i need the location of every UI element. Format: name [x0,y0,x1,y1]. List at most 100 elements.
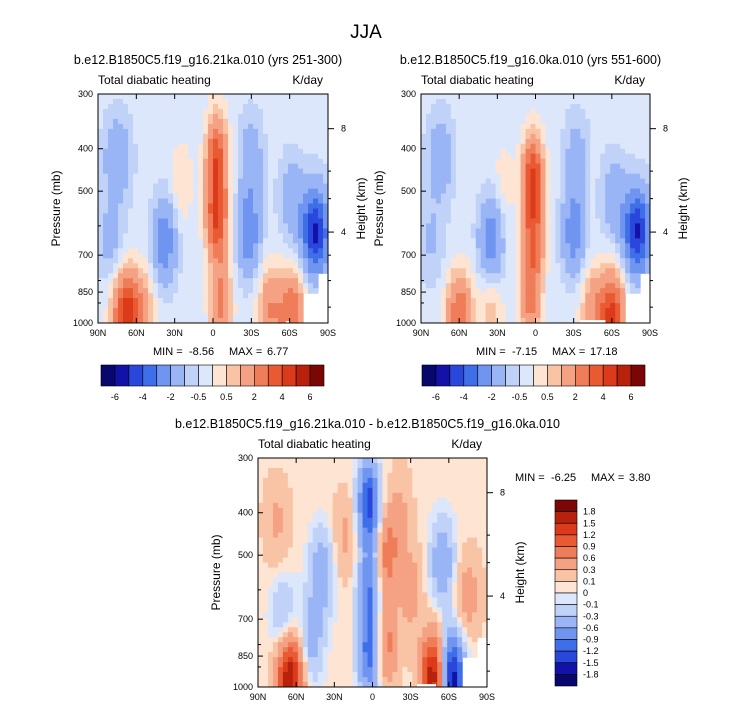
x-tick-label: 30N [489,328,506,338]
colorbar-label: 4 [280,392,285,402]
y-tick-label: 500 [238,550,253,560]
colorbar-swatch [114,364,130,387]
colorbar-vertical: 1.81.51.20.90.60.30.10-0.1-0.3-0.6-0.9-1… [554,499,599,687]
colorbar-label: 6 [308,392,313,402]
y-tick-label: 500 [78,186,93,196]
colorbar-horizontal: -6 -4 -2 -0.5 0.5 2 4 6 [421,364,646,402]
panel-subtitle-right: K/day [292,73,323,87]
x-tick-label: 60S [604,328,620,338]
y2-tick-label: 8 [500,488,505,498]
heatmap-field [258,458,487,687]
colorbar-swatch [575,364,590,387]
colorbar-swatch [554,639,578,652]
colorbar-label: 4 [601,392,606,402]
y-tick-label: 700 [78,250,93,260]
colorbar-swatch [554,581,578,594]
min-value: -7.15 [512,346,537,358]
colorbar-horizontal: -6 -4 -2 -0.5 0.5 2 4 6 [100,364,325,402]
colorbar-swatch [533,364,548,387]
x-tick-label: 60N [128,328,145,338]
colorbar-swatch [554,534,578,547]
colorbar-label: -2 [488,392,496,402]
colorbar-swatch [554,604,578,617]
panel-subtitle-left: Total diabatic heating [421,73,534,87]
y2-tick-label: 4 [663,227,668,237]
colorbar-label: 1.2 [583,530,596,540]
colorbar-swatch [198,364,213,387]
x-tick-label: 30S [566,328,582,338]
y2-axis-label: Height (km) [676,177,690,239]
colorbar-swatch [491,364,506,387]
colorbar-label: -1.8 [583,669,599,679]
colorbar-swatch [505,364,520,387]
heatmap-field [98,94,328,323]
y2-axis-label: Height (km) [354,177,368,239]
y-tick-label: 1000 [396,318,416,328]
colorbar-swatch [588,364,604,387]
colorbar-label: -0.3 [583,611,599,621]
colorbar-swatch [212,364,227,387]
y-tick-label: 850 [78,287,93,297]
y-axis-label: Pressure (mb) [49,170,63,246]
x-tick-label: 30S [403,692,419,702]
x-tick-label: 90N [413,328,430,338]
colorbar-label: -4 [139,392,147,402]
colorbar-label: 0.1 [583,576,596,586]
colorbar-label: -0.5 [512,392,528,402]
max-value: 3.80 [629,472,650,484]
x-tick-label: 90N [250,692,267,702]
colorbar-swatch [554,522,578,536]
y-tick-label: 500 [401,186,416,196]
y-tick-label: 300 [78,89,93,99]
y2-tick-label: 4 [500,591,505,601]
colorbar-swatch [254,364,269,387]
figure-title: JJA [350,22,382,43]
colorbar-swatch [100,364,116,387]
heatmap-field [421,94,650,323]
colorbar-swatch [128,364,144,387]
x-tick-label: 90S [320,328,336,338]
max-label: MAX = [591,472,624,484]
y-tick-label: 400 [78,144,93,154]
colorbar-swatch [554,662,578,675]
colorbar-swatch [449,364,465,387]
y-tick-label: 700 [401,250,416,260]
colorbar-label: -4 [460,392,468,402]
max-value: 17.18 [590,346,618,358]
y-axis-label: Pressure (mb) [209,534,223,610]
x-tick-label: 0 [210,328,215,338]
colorbar-swatch [554,511,578,524]
colorbar-label: -0.5 [191,392,207,402]
x-tick-label: 0 [533,328,538,338]
colorbar-swatch [477,364,492,387]
y2-tick-label: 8 [341,124,346,134]
colorbar-swatch [170,364,185,387]
max-label: MAX = [552,346,585,358]
colorbar-swatch [554,499,578,512]
y-tick-label: 850 [401,287,416,297]
panel-title: b.e12.B1850C5.f19_g16.21ka.010 - b.e12.B… [175,417,560,431]
colorbar-swatch [519,364,534,387]
x-tick-label: 30N [166,328,183,338]
colorbar-swatch [554,650,578,664]
y-axis-label: Pressure (mb) [372,170,386,246]
colorbar-label: 2 [252,392,257,402]
colorbar-swatch [184,364,199,387]
x-tick-label: 0 [370,692,375,702]
min-label: MIN = [153,346,183,358]
y2-tick-label: 8 [663,124,668,134]
y-tick-label: 1000 [233,682,253,692]
panel-subtitle-right: K/day [614,73,645,87]
max-label: MAX = [229,346,262,358]
colorbar-swatch [156,364,171,387]
panel-1: 90N 60N 30N 0 30S 60S 90S 300 400 500 700 850 1000 8 4… [49,53,368,358]
x-tick-label: 90S [642,328,658,338]
y-tick-label: 700 [238,614,253,624]
colorbar-swatch [602,364,618,387]
colorbar-label: 0.9 [583,542,596,552]
colorbar-swatch [554,674,578,687]
panel-title: b.e12.B1850C5.f19_g16.0ka.010 (yrs 551-6… [400,53,661,67]
min-label: MIN = [515,472,545,484]
colorbar-label: 0.5 [220,392,233,402]
